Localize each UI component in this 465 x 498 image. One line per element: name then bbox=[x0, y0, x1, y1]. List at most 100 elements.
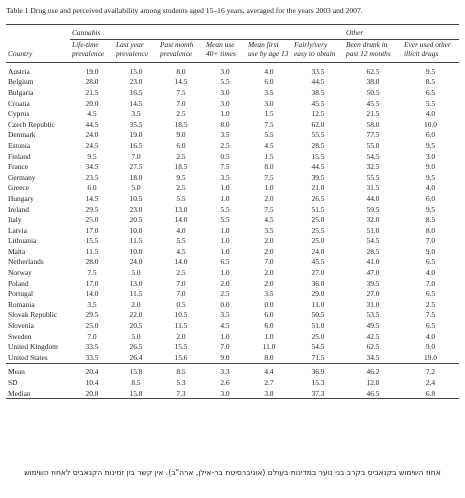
value-cell: 59.5 bbox=[366, 204, 380, 214]
value-cell: 6.0 bbox=[264, 77, 274, 87]
value-cell: 2.0 bbox=[220, 278, 230, 288]
value-cell: 4.0 bbox=[425, 183, 436, 193]
value-cell: 3.3 bbox=[204, 362, 246, 378]
value-cell: 21.5 bbox=[85, 87, 99, 97]
value-cell: 4.5 bbox=[264, 215, 274, 225]
value-cell: 51.5 bbox=[311, 204, 325, 214]
value-cell: 5.3 bbox=[176, 378, 186, 388]
value-cell: 14.0 bbox=[174, 215, 188, 225]
value-cell: 23.5 bbox=[85, 172, 99, 182]
value-cell: 2.5 bbox=[176, 151, 186, 161]
column-header: Country bbox=[6, 39, 70, 63]
value-cell: 24.0 bbox=[129, 257, 143, 267]
table-row: France 34.5 27.5 18.5 7.5 8.0 44.5 32.5 9.0 bbox=[6, 161, 459, 172]
value-cell: 33.5 bbox=[311, 66, 325, 76]
value-cell: 3.0 bbox=[264, 98, 274, 108]
value-cell: 22.0 bbox=[129, 310, 143, 320]
table-row: Romania 3.5 2.0 0.5 0.0 0.0 11.0 31.0 2.5 bbox=[6, 299, 459, 310]
value-cell: 53.5 bbox=[366, 310, 380, 320]
row-label: Estonia bbox=[8, 140, 31, 150]
value-cell: 6.5 bbox=[425, 321, 436, 331]
value-cell: 3.5 bbox=[264, 87, 274, 97]
value-cell: 15.8 bbox=[114, 362, 158, 378]
value-cell: 10.5 bbox=[174, 310, 188, 320]
value-cell: 5.0 bbox=[131, 268, 141, 278]
value-cell: 8.0 bbox=[220, 119, 230, 129]
value-cell: 5.0 bbox=[131, 183, 141, 193]
value-cell: 7.0 bbox=[131, 151, 141, 161]
value-cell: 25.0 bbox=[311, 236, 325, 246]
value-cell: 0.5 bbox=[176, 299, 186, 309]
value-cell: 20.5 bbox=[129, 321, 143, 331]
value-cell: 37.3 bbox=[292, 387, 344, 400]
value-cell: 62.5 bbox=[366, 342, 380, 352]
value-cell: 15.6 bbox=[174, 352, 188, 362]
value-cell: 9.0 bbox=[425, 342, 436, 352]
value-cell: 26.4 bbox=[129, 352, 143, 362]
value-cell: 28.0 bbox=[85, 77, 99, 87]
row-label: Slovak Republic bbox=[8, 310, 58, 320]
value-cell: 7.0 bbox=[425, 236, 436, 246]
table-row: Poland 17.0 13.0 7.0 2.0 2.0 36.0 39.5 7.0 bbox=[6, 278, 459, 289]
value-cell: 9.5 bbox=[87, 151, 97, 161]
table-row: Netherlands 28.0 24.0 14.0 6.5 7.0 45.5 41.0 6.5 bbox=[6, 257, 459, 268]
value-cell: 16.5 bbox=[129, 87, 143, 97]
value-cell: 3.0 bbox=[220, 87, 230, 97]
value-cell: 10.4 bbox=[85, 378, 99, 388]
value-cell: 44.5 bbox=[311, 77, 325, 87]
table-row: Belgium 28.0 23.0 14.5 5.5 6.0 44.5 38.0 8.5 bbox=[6, 77, 459, 88]
row-label: France bbox=[8, 162, 29, 172]
value-cell: 9.5 bbox=[425, 66, 436, 76]
value-cell: 34.5 bbox=[85, 162, 99, 172]
value-cell: 19.0 bbox=[129, 130, 143, 140]
value-cell: 4.0 bbox=[425, 331, 436, 341]
value-cell: 62.5 bbox=[366, 66, 380, 76]
value-cell: 8.5 bbox=[425, 215, 436, 225]
value-cell: 2.0 bbox=[176, 331, 186, 341]
column-header: Mean first use by age 13 bbox=[246, 39, 292, 63]
value-cell: 44.0 bbox=[366, 193, 380, 203]
value-cell: 2.5 bbox=[220, 289, 230, 299]
value-cell: 50.5 bbox=[311, 310, 325, 320]
value-cell: 7.2 bbox=[402, 362, 459, 378]
value-cell: 38.0 bbox=[366, 77, 380, 87]
row-label: Italy bbox=[8, 215, 22, 225]
value-cell: 16.5 bbox=[129, 140, 143, 150]
value-cell: 5.5 bbox=[176, 236, 186, 246]
table-row: Cyprus 4.5 3.5 2.5 1.0 1.5 12.5 21.5 4.0 bbox=[6, 108, 459, 119]
value-cell: 13.0 bbox=[174, 204, 188, 214]
cell bbox=[6, 25, 70, 40]
value-cell: 54.5 bbox=[366, 151, 380, 161]
value-cell: 6.8 bbox=[402, 387, 459, 400]
value-cell: 35.5 bbox=[129, 119, 143, 129]
value-cell: 9.0 bbox=[220, 352, 230, 362]
value-cell: 44.5 bbox=[311, 162, 325, 172]
value-cell: 0.0 bbox=[220, 299, 230, 309]
value-cell: 3.8 bbox=[246, 387, 292, 400]
value-cell: 12.8 bbox=[366, 378, 380, 388]
value-cell: 11.5 bbox=[129, 236, 143, 246]
value-cell: 5.5 bbox=[220, 204, 230, 214]
value-cell: 2.0 bbox=[264, 193, 274, 203]
row-label: Mean bbox=[6, 362, 70, 378]
value-cell: 15.8 bbox=[114, 387, 158, 400]
table-row: Finland 9.5 7.0 2.5 0.5 1.5 15.5 54.5 3.0 bbox=[6, 151, 459, 162]
column-header: Past month prevalence bbox=[158, 39, 204, 63]
value-cell: 7.5 bbox=[87, 268, 97, 278]
table-title: Table 1 Drug use and perceived availabil… bbox=[6, 6, 363, 15]
value-cell: 55.5 bbox=[311, 130, 325, 140]
row-label: Ireland bbox=[8, 204, 29, 214]
value-cell: 15.0 bbox=[129, 66, 143, 76]
value-cell: 51.0 bbox=[366, 225, 380, 235]
value-cell: 14.0 bbox=[85, 289, 99, 299]
value-cell: 4.4 bbox=[246, 362, 292, 378]
value-cell: 1.0 bbox=[264, 331, 274, 341]
value-cell: 13.0 bbox=[129, 278, 143, 288]
value-cell: 2.4 bbox=[425, 378, 436, 388]
row-label: Finland bbox=[8, 151, 31, 161]
value-cell: 31.5 bbox=[366, 183, 380, 193]
value-cell: 3.0 bbox=[220, 66, 230, 76]
table-row: Malta 11.5 10.0 4.5 1.0 2.0 24.0 28.5 9.0 bbox=[6, 246, 459, 257]
value-cell: 27.0 bbox=[311, 268, 325, 278]
value-cell: 54.5 bbox=[311, 342, 325, 352]
